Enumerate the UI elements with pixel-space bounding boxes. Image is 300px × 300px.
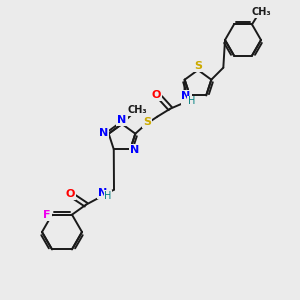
Text: N: N: [117, 115, 127, 125]
Text: H: H: [104, 191, 112, 201]
Text: F: F: [43, 210, 51, 220]
Text: O: O: [152, 90, 161, 100]
Text: CH₃: CH₃: [127, 105, 147, 115]
Text: S: S: [194, 61, 202, 71]
Text: N: N: [182, 94, 191, 104]
Text: N: N: [98, 188, 108, 198]
Text: H: H: [188, 96, 196, 106]
Text: N: N: [99, 128, 108, 138]
Text: S: S: [143, 117, 151, 127]
Text: CH₃: CH₃: [251, 8, 271, 17]
Text: H: H: [188, 97, 195, 107]
Text: O: O: [65, 189, 75, 199]
Text: N: N: [130, 145, 139, 155]
Text: N: N: [181, 91, 190, 101]
